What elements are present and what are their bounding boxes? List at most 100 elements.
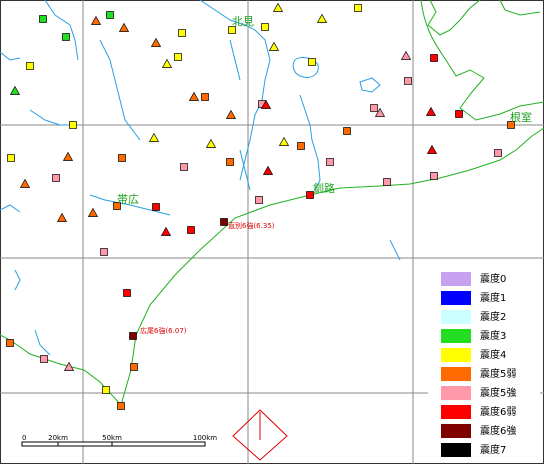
scale-label: 0 xyxy=(22,434,26,442)
station-marker xyxy=(297,142,305,150)
legend-swatch xyxy=(441,329,471,343)
legend-swatch xyxy=(441,424,471,438)
station-marker xyxy=(201,93,209,101)
station-marker xyxy=(62,33,70,41)
station-marker xyxy=(430,54,438,62)
station-marker xyxy=(272,2,284,12)
station-marker xyxy=(62,151,74,161)
scale-label: 100km xyxy=(193,434,217,442)
station-marker xyxy=(278,136,290,146)
compass xyxy=(232,409,288,461)
station-marker xyxy=(130,363,138,371)
station-marker xyxy=(178,29,186,37)
station-marker xyxy=(100,248,108,256)
legend-label: 震度6強 xyxy=(480,424,516,437)
station-marker xyxy=(354,4,362,12)
legend-label: 震度1 xyxy=(480,291,506,304)
station-marker xyxy=(316,13,328,23)
station-marker xyxy=(118,22,130,32)
legend-swatch xyxy=(441,386,471,400)
station-marker xyxy=(123,289,131,297)
station-marker xyxy=(308,58,316,66)
station-marker xyxy=(494,149,502,157)
station-marker xyxy=(374,107,386,117)
legend-swatch xyxy=(441,405,471,419)
station-marker xyxy=(39,15,47,23)
station-marker xyxy=(6,339,14,347)
legend-label: 震度6弱 xyxy=(480,405,516,418)
legend-label: 震度7 xyxy=(480,443,506,456)
legend-swatch xyxy=(441,310,471,324)
station-marker xyxy=(188,91,200,101)
station-markers xyxy=(6,2,515,410)
station-marker xyxy=(187,226,195,234)
station-marker xyxy=(383,178,391,186)
station-marker xyxy=(52,174,60,182)
rivers xyxy=(0,0,401,356)
legend-swatch xyxy=(441,272,471,286)
station-marker xyxy=(117,402,125,410)
station-marker xyxy=(63,361,75,371)
station-marker xyxy=(425,106,437,116)
station-marker xyxy=(152,203,160,211)
station-marker xyxy=(226,158,234,166)
station-marker xyxy=(150,37,162,47)
station-marker xyxy=(507,121,515,129)
station-marker xyxy=(161,58,173,68)
legend-swatch xyxy=(441,367,471,381)
coastline xyxy=(0,0,544,406)
station-marker xyxy=(19,178,31,188)
station-marker xyxy=(9,85,21,95)
legend-swatch xyxy=(441,348,471,362)
station-marker xyxy=(87,207,99,217)
epicenter-label: 広尾6強(6.07) xyxy=(140,326,187,335)
station-marker xyxy=(102,386,110,394)
station-marker xyxy=(180,163,188,171)
legend-label: 震度5弱 xyxy=(480,367,516,380)
scale-label: 20km xyxy=(48,434,68,442)
station-marker xyxy=(370,104,378,112)
station-marker xyxy=(262,165,274,175)
station-marker xyxy=(205,138,217,148)
station-marker xyxy=(400,50,412,60)
legend-swatch xyxy=(441,291,471,305)
station-marker xyxy=(106,11,114,19)
station-marker xyxy=(306,191,314,199)
station-marker xyxy=(148,132,160,142)
station-marker xyxy=(56,212,68,222)
scale-label: 50km xyxy=(102,434,122,442)
station-marker xyxy=(26,62,34,70)
station-marker xyxy=(326,158,334,166)
place-name: 帯広 xyxy=(117,193,139,206)
legend-label: 震度5強 xyxy=(480,386,516,399)
legend-swatch xyxy=(441,443,471,457)
station-marker xyxy=(404,77,412,85)
legend-label: 震度0 xyxy=(480,272,506,285)
legend-label: 震度3 xyxy=(480,329,506,342)
station-marker xyxy=(220,218,228,226)
station-marker xyxy=(261,23,269,31)
place-name: 北見 xyxy=(232,15,254,28)
legend-label: 震度2 xyxy=(480,310,506,323)
station-marker xyxy=(69,121,77,129)
station-marker xyxy=(430,172,438,180)
station-marker xyxy=(455,110,463,118)
scale-bar: 0 20km 50km 100km xyxy=(21,434,217,447)
station-marker xyxy=(255,196,263,204)
station-marker xyxy=(129,332,137,340)
station-marker xyxy=(113,202,121,210)
station-marker xyxy=(343,127,351,135)
place-name: 釧路 xyxy=(313,181,335,195)
station-marker xyxy=(426,144,438,154)
station-marker xyxy=(7,154,15,162)
station-marker xyxy=(228,26,236,34)
station-marker xyxy=(260,99,272,109)
place-name: 根室 xyxy=(510,110,532,124)
legend-label: 震度4 xyxy=(480,348,506,361)
station-marker xyxy=(40,355,48,363)
station-marker xyxy=(225,109,237,119)
epicenter-label: 直別6強(6.35) xyxy=(228,221,275,230)
station-marker xyxy=(174,53,182,61)
